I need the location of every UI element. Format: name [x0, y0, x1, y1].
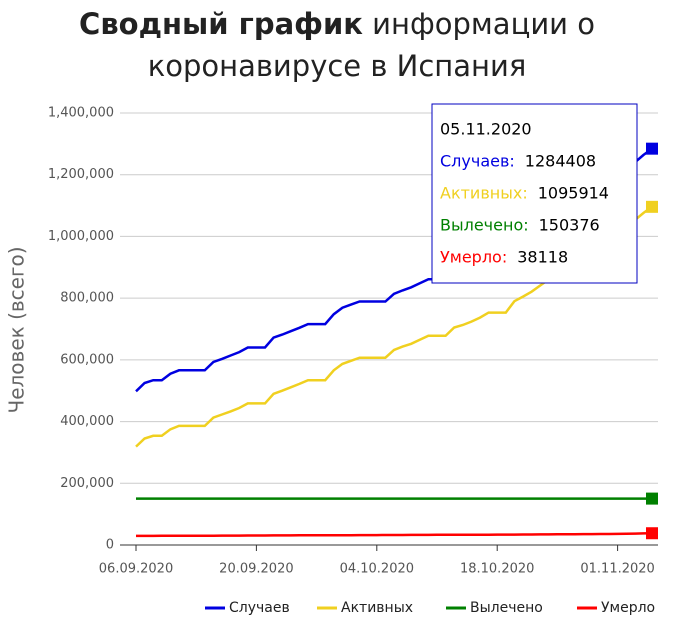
x-tick-label: 01.11.2020 [580, 562, 654, 577]
y-tick-label: 1,200,000 [48, 167, 114, 182]
end-marker [646, 492, 658, 505]
legend-label: Вылечено [470, 600, 543, 616]
legend-label: Случаев [229, 600, 290, 616]
x-tick-label: 20.09.2020 [219, 562, 293, 577]
title-bold: Сводный график [79, 7, 363, 41]
legend-label: Умерло [601, 600, 655, 616]
tooltip-date: 05.11.2020 [440, 120, 532, 139]
end-marker [646, 142, 658, 155]
y-tick-label: 600,000 [60, 352, 114, 367]
chart-title: Сводный график информации о [79, 7, 595, 41]
y-tick-label: 800,000 [60, 291, 114, 306]
x-tick-label: 18.10.2020 [460, 562, 534, 577]
end-marker [646, 200, 658, 213]
tooltip-label: Случаев: [440, 152, 515, 171]
legend-label: Активных [341, 600, 413, 616]
y-tick-label: 400,000 [60, 414, 114, 429]
tooltip-value: 1284408 [525, 152, 596, 171]
tooltip-label: Активных: [440, 184, 528, 203]
y-tick-label: 1,000,000 [48, 229, 114, 244]
series-line [136, 531, 653, 538]
title-rest-1: информации о [372, 7, 595, 41]
tooltip-value: 1095914 [538, 184, 609, 203]
y-tick-label: 0 [106, 538, 114, 553]
tooltip-box [431, 103, 638, 284]
x-tick-label: 06.09.2020 [99, 562, 173, 577]
x-tick-label: 04.10.2020 [340, 562, 414, 577]
y-tick-label: 1,400,000 [48, 106, 114, 121]
tooltip-value: 38118 [517, 248, 568, 267]
y-tick-label: 200,000 [60, 476, 114, 491]
tooltip-label: Умерло: [440, 248, 507, 267]
tooltip-label: Вылечено: [440, 216, 529, 235]
end-marker [646, 527, 658, 540]
tooltip-value: 150376 [539, 216, 600, 235]
y-axis-label: Человек (всего) [5, 246, 29, 413]
chart-title-2: коронавирусе в Испания [148, 49, 527, 83]
